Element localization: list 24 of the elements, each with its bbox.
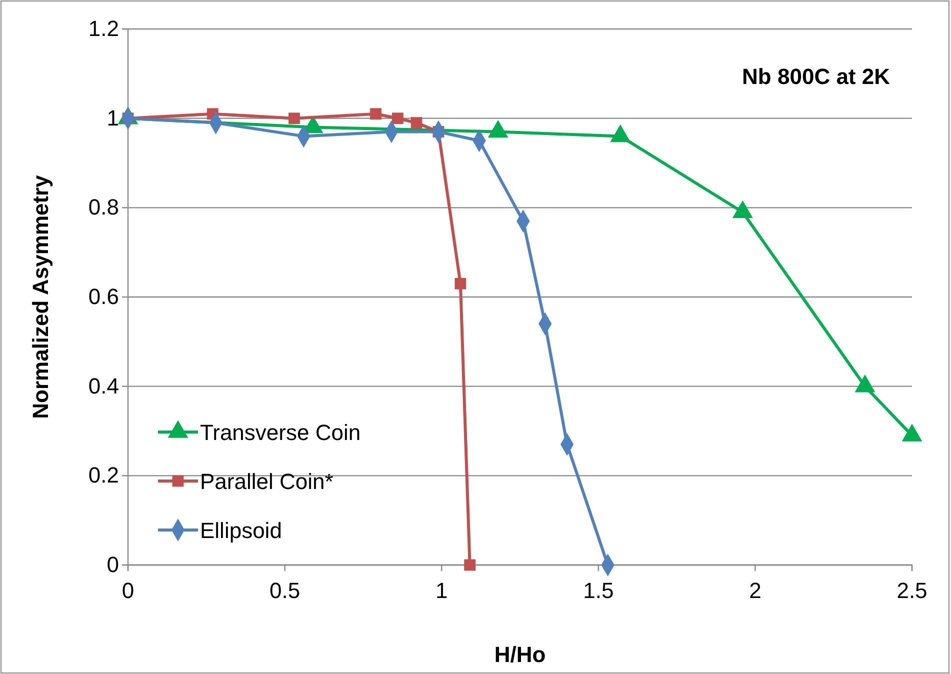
annotation: Nb 800C at 2K (742, 64, 890, 89)
x-tick-label: 1.5 (583, 578, 614, 604)
y-tick-label: 1.2 (88, 16, 119, 42)
x-tick-label: 1 (435, 578, 448, 604)
y-tick-label: 0.6 (88, 284, 119, 310)
y-tick-label: 1 (106, 105, 119, 130)
point (464, 559, 476, 571)
y-tick-label: 0.2 (88, 462, 119, 488)
x-tick-label: 0.5 (270, 578, 300, 604)
y-tick-label: 0 (106, 552, 119, 578)
point (454, 278, 466, 290)
point (288, 112, 300, 124)
y-axis-title: Normalized Asymmetry (28, 174, 53, 419)
x-axis-title: H/Ho (494, 642, 546, 667)
point (392, 112, 404, 124)
legend-label: Transverse Coin (200, 420, 361, 445)
x-tick-label: 2.5 (896, 578, 928, 604)
x-tick-label: 2 (749, 578, 762, 604)
point (410, 117, 422, 128)
y-tick-label: 0.4 (88, 373, 119, 398)
point (370, 108, 382, 120)
legend-label: Ellipsoid (200, 518, 282, 543)
y-tick-label: 0.8 (88, 194, 119, 220)
legend-label: Parallel Coin* (200, 469, 334, 494)
